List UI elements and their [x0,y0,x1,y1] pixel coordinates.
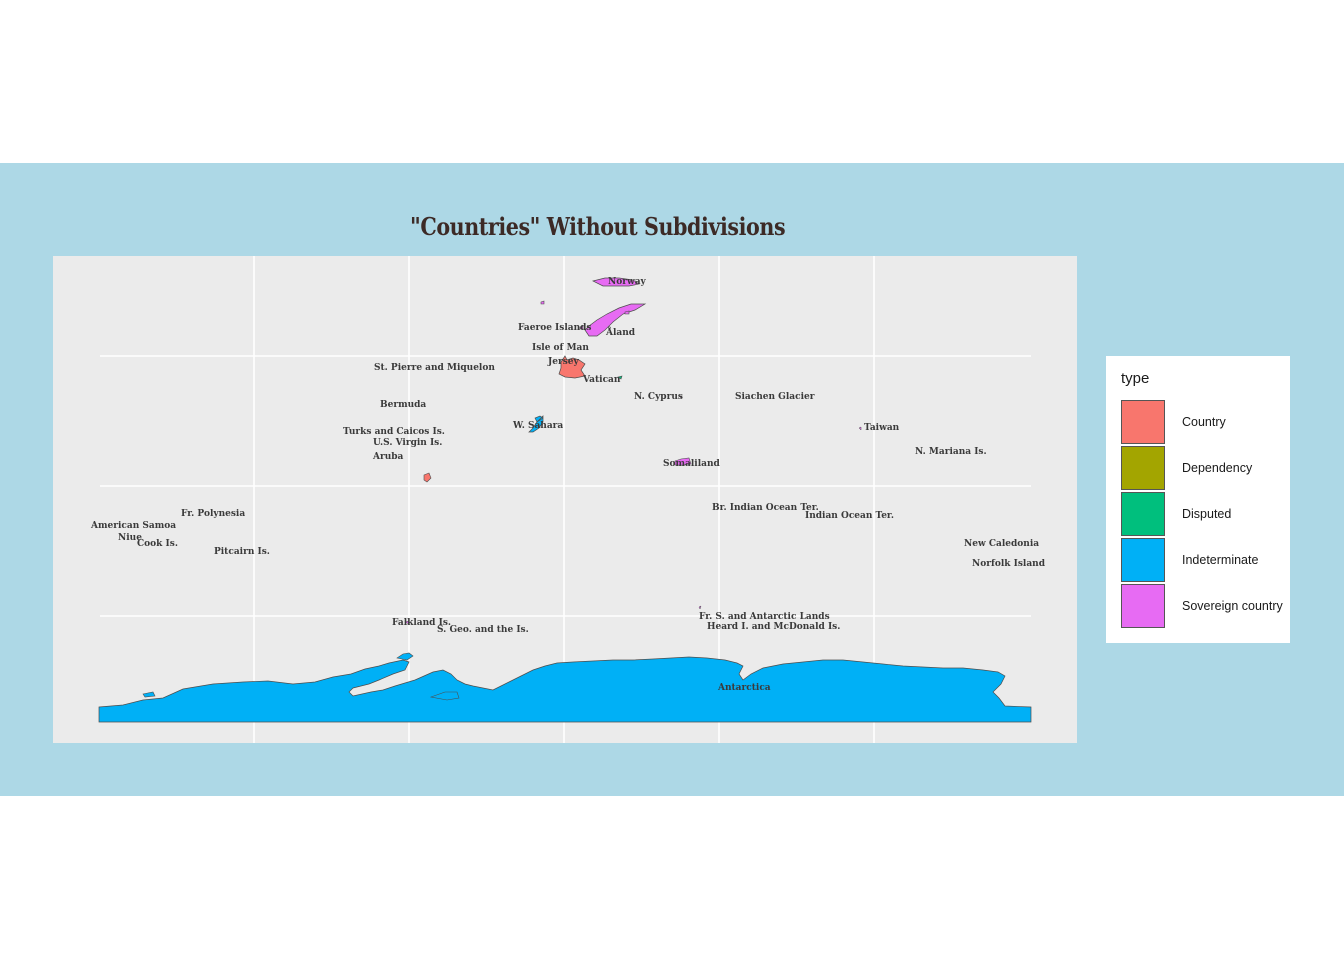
label-norfolk-island: Norfolk Island [972,559,1046,569]
legend-label-dependency: Dependency [1182,461,1253,475]
legend-label-indeterminate: Indeterminate [1182,553,1259,567]
label-st-pierre: St. Pierre and Miquelon [374,363,495,373]
region-aland [624,310,630,315]
legend-label-sovereign-country: Sovereign country [1182,599,1283,613]
region-faeroe-islands [540,300,545,305]
label-falkland-is: Falkland Is. [392,618,451,628]
legend-key-disputed [1121,492,1165,536]
region-taiwan [858,426,862,431]
label-indian-ocean-ter: Indian Ocean Ter. [805,511,894,521]
region-antarctic-coast-isle2 [142,691,156,698]
label-heard-mcdonald: Heard I. and McDonald Is. [707,622,840,632]
region-jersey[interactable] [558,355,586,379]
region-fr-s-antarctic [698,605,702,610]
label-new-caledonia: New Caledonia [964,539,1039,549]
label-norway: Norway [608,277,647,287]
label-fr-s-antarctic: Fr. S. and Antarctic Lands [699,612,830,622]
label-br-indian-ocean: Br. Indian Ocean Ter. [712,503,819,513]
label-w-sahara: W. Sahara [512,421,563,431]
label-fr-polynesia: Fr. Polynesia [181,509,245,519]
label-siachen: Siachen Glacier [735,392,815,402]
region-antarctic-peninsula-isle [396,652,414,661]
region-norway[interactable] [591,277,640,287]
region-somaliland [674,457,692,466]
label-isle-of-man: Isle of Man [532,343,589,353]
legend-key-dependency [1121,446,1165,490]
label-n-cyprus: N. Cyprus [634,392,683,402]
label-jersey: Jersey [547,357,580,367]
label-faeroe-islands: Faeroe Islands [518,323,592,333]
label-aland: Åland [605,326,636,338]
legend-key-indeterminate [1121,538,1165,582]
region-isle-of-man [579,325,584,330]
chart-title: "Countries" Without Subdivisions [410,212,786,241]
world-map: Norway Faeroe Islands Åland Isle of Man … [90,256,1046,743]
legend-label-disputed: Disputed [1182,507,1232,521]
label-vatican: Vatican [582,375,621,385]
place-labels: Norway Faeroe Islands Åland Isle of Man … [90,277,1046,693]
label-s-geo: S. Geo. and the Is. [437,625,529,635]
label-bermuda: Bermuda [380,400,426,410]
legend: type Country Dependency Disputed Indeter… [1106,356,1290,643]
label-aruba: Aruba [372,452,404,462]
legend-key-sovereign-country [1121,584,1165,628]
label-american-samoa: American Samoa [90,521,176,531]
region-aruba [423,472,432,483]
region-w-sahara[interactable] [528,415,544,433]
label-taiwan: Taiwan [864,423,900,433]
label-cook-is: Cook Is. [137,539,178,549]
legend-label-country: Country [1182,415,1226,429]
map-panel [53,256,1077,743]
label-us-virgin: U.S. Virgin Is. [373,438,442,448]
label-n-mariana: N. Mariana Is. [915,447,987,457]
region-falkland-is [404,620,410,625]
label-somaliland: Somaliland [663,459,720,469]
region-n-cyprus [678,395,683,399]
region-antarctic-coast-isle [429,691,460,701]
label-pitcairn: Pitcairn Is. [214,547,270,557]
legend-title: type [1121,370,1150,387]
region-vatican [617,375,623,380]
region-antarctica[interactable] [98,656,1032,723]
legend-key-country [1121,400,1165,444]
label-niue: Niue [118,533,142,543]
label-antarctica: Antarctica [717,683,771,693]
label-turks-caicos: Turks and Caicos Is. [343,427,445,437]
